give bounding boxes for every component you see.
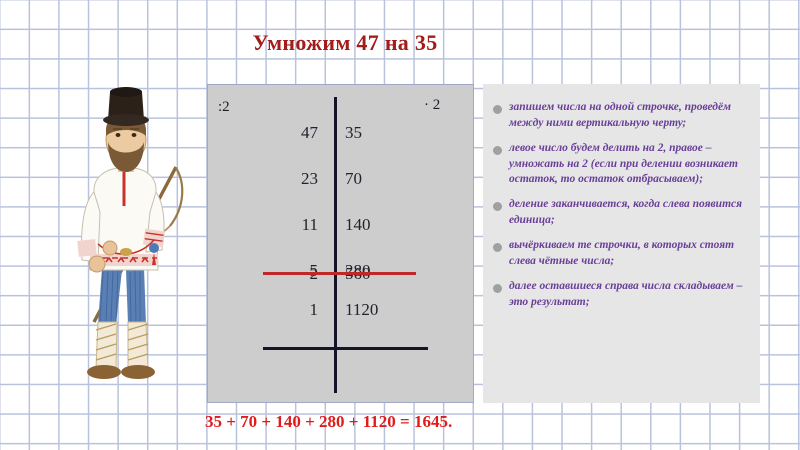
list-item: запишем числа на одной строчке, проведём… bbox=[491, 100, 748, 132]
row-left-value: 47 bbox=[301, 123, 318, 142]
bullet-dot-icon bbox=[493, 202, 502, 212]
table-row: 1 1120 bbox=[208, 292, 475, 328]
bullet-dot-icon bbox=[493, 105, 502, 114]
row-right-value: 280 bbox=[345, 261, 371, 280]
row-right-value: 140 bbox=[345, 215, 371, 234]
list-item: деление заканчивается, когда слева появи… bbox=[491, 197, 748, 229]
list-item: далее оставшиеся справа числа складываем… bbox=[491, 279, 748, 311]
list-item: вычёркиваем те строчки, в которых стоят … bbox=[491, 238, 748, 270]
bullet-dot-icon bbox=[493, 243, 502, 253]
table-row: 11 140 bbox=[208, 207, 475, 243]
table-row: 5 280 bbox=[208, 253, 475, 289]
row-right-value: 70 bbox=[345, 169, 362, 188]
bullet-dot-icon bbox=[493, 145, 502, 155]
divide-operation-label: :2 bbox=[218, 99, 230, 115]
instructions-panel: запишем числа на одной строчке, проведём… bbox=[483, 84, 760, 403]
row-left-value: 5 bbox=[309, 261, 319, 280]
row-right-value: 35 bbox=[345, 123, 362, 142]
list-item-label: деление заканчивается, когда слева появи… bbox=[509, 198, 743, 227]
vertical-divider-line bbox=[334, 97, 337, 393]
table-row: 23 70 bbox=[208, 161, 475, 197]
summation-line bbox=[263, 347, 428, 350]
list-item-label: левое число будем делить на 2, правое – … bbox=[509, 141, 738, 186]
result-equation: 35 + 70 + 140 + 280 + 1120 = 1645. bbox=[205, 412, 453, 431]
list-item-label: далее оставшиеся справа числа складываем… bbox=[509, 279, 743, 308]
page-title: Умножим 47 на 35 bbox=[252, 30, 438, 55]
multiply-operation-label: · 2 bbox=[424, 97, 441, 113]
russian-peasant-figure bbox=[58, 72, 198, 402]
table-row: 47 35 bbox=[208, 115, 475, 151]
row-left-value: 11 bbox=[301, 215, 318, 234]
list-item: левое число будем делить на 2, правое – … bbox=[491, 141, 748, 189]
red-strikethrough-line bbox=[263, 272, 416, 275]
list-item-label: запишем числа на одной строчке, проведём… bbox=[509, 101, 731, 129]
calculation-panel: :2 · 2 47 35 23 70 11 140 5 280 2 560 1 … bbox=[207, 84, 474, 403]
row-right-value: 1120 bbox=[345, 300, 379, 319]
bullet-dot-icon bbox=[493, 283, 502, 293]
row-left-value: 1 bbox=[309, 300, 319, 319]
row-left-value: 23 bbox=[301, 169, 318, 188]
list-item-label: вычёркиваем те строчки, в которых стоят … bbox=[509, 239, 735, 267]
